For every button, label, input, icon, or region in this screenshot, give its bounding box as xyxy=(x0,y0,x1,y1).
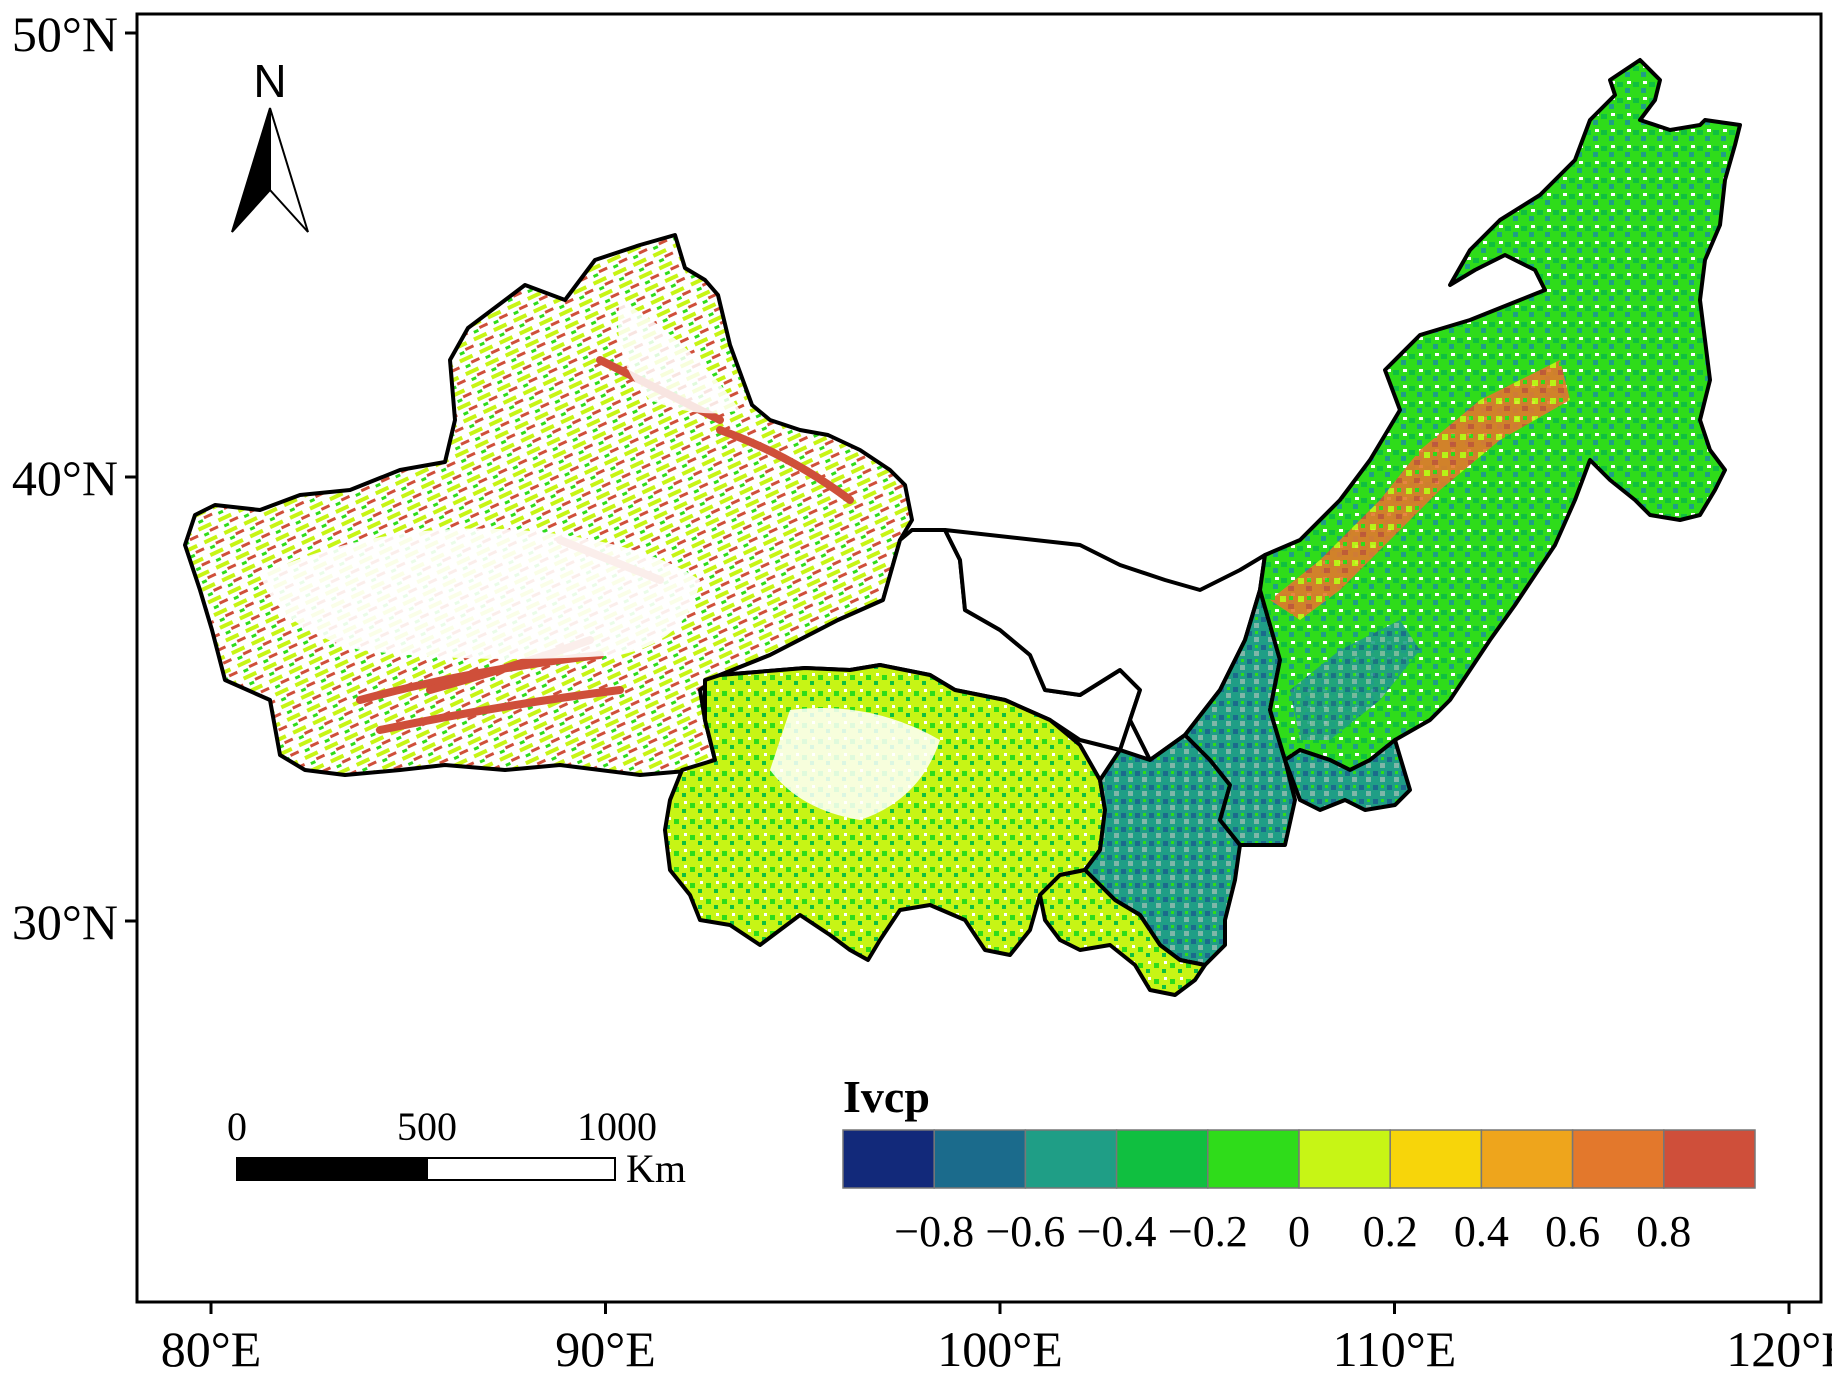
legend-swatch-1 xyxy=(933,1129,1027,1189)
legend-label-5: 0.2 xyxy=(1363,1207,1418,1256)
x-tick-label-1: 90°E xyxy=(555,1321,656,1377)
legend-swatch-4 xyxy=(1207,1129,1300,1189)
tarim-desert xyxy=(260,528,700,659)
legend-swatches xyxy=(842,1129,1756,1189)
legend-swatch-9 xyxy=(1663,1129,1756,1189)
map-body xyxy=(183,58,1742,997)
legend-label-0: −0.8 xyxy=(894,1207,974,1256)
legend-swatch-0 xyxy=(842,1129,935,1189)
legend-swatch-8 xyxy=(1571,1129,1665,1189)
x-tick-label-4: 120°E xyxy=(1726,1321,1832,1377)
region-shanxi xyxy=(1183,588,1297,847)
legend: Ivcp −0.8 −0.6 −0.4 −0.2 0 0.2 0.4 0.6 0.8 xyxy=(842,1071,1756,1256)
y-axis: 50°N 40°N 30°N xyxy=(12,6,137,950)
scale-tick-0: 0 xyxy=(227,1104,247,1149)
legend-label-3: −0.2 xyxy=(1168,1207,1248,1256)
north-arrow: N xyxy=(231,55,309,233)
region-qinghai xyxy=(663,663,1107,962)
legend-label-4: 0 xyxy=(1288,1207,1310,1256)
legend-label-8: 0.8 xyxy=(1636,1207,1691,1256)
legend-title: Ivcp xyxy=(843,1071,930,1122)
scale-bar: 0 500 1000 Km xyxy=(227,1104,686,1191)
scale-tick-500: 500 xyxy=(397,1104,457,1149)
x-tick-label-0: 80°E xyxy=(161,1321,262,1377)
y-tick-label-1: 40°N xyxy=(12,450,118,506)
y-tick-label-0: 50°N xyxy=(12,6,118,62)
legend-swatch-5 xyxy=(1298,1129,1391,1189)
legend-swatch-7 xyxy=(1480,1129,1574,1189)
north-label: N xyxy=(253,55,286,107)
scale-tick-1000: 1000 xyxy=(577,1104,657,1149)
legend-swatch-2 xyxy=(1024,1129,1118,1189)
x-axis: 80°E 90°E 100°E 110°E 120°E xyxy=(161,1302,1832,1377)
map-frame xyxy=(135,12,1823,1304)
region-hebei xyxy=(1283,738,1412,812)
legend-label-1: −0.6 xyxy=(985,1207,1065,1256)
scale-unit: Km xyxy=(626,1146,686,1191)
legend-labels: −0.8 −0.6 −0.4 −0.2 0 0.2 0.4 0.6 0.8 xyxy=(894,1207,1691,1256)
scale-bar-white xyxy=(426,1157,616,1181)
legend-swatch-6 xyxy=(1389,1129,1483,1189)
scale-bar-black xyxy=(236,1157,428,1181)
x-tick-label-2: 100°E xyxy=(937,1321,1063,1377)
y-tick-label-2: 30°N xyxy=(12,894,118,950)
legend-label-7: 0.6 xyxy=(1545,1207,1600,1256)
legend-label-2: −0.4 xyxy=(1077,1207,1157,1256)
north-arrow-icon xyxy=(231,107,271,233)
x-tick-label-3: 110°E xyxy=(1333,1321,1457,1377)
legend-label-6: 0.4 xyxy=(1454,1207,1509,1256)
legend-swatch-3 xyxy=(1115,1129,1209,1189)
